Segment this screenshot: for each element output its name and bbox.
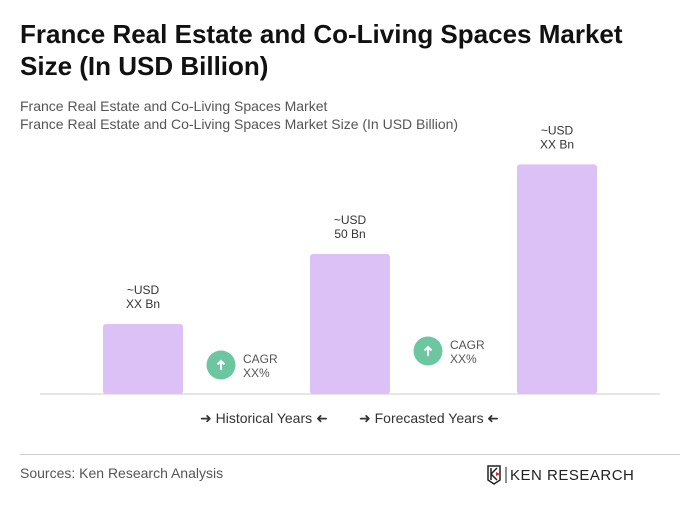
data-label: XX Bn	[540, 137, 574, 151]
legend-historical-label: Historical Years	[215, 410, 313, 426]
svg-text:KEN RESEARCH: KEN RESEARCH	[510, 467, 634, 484]
sources: Sources: Ken Research Analysis	[20, 465, 224, 481]
bar	[103, 324, 183, 394]
bar	[517, 164, 597, 394]
data-label: 50 Bn	[334, 227, 365, 241]
data-label: ~USD	[127, 283, 160, 297]
cagr-value: XX%	[450, 352, 477, 366]
data-label: XX Bn	[126, 297, 160, 311]
data-label: ~USD	[541, 123, 574, 137]
legend-forecasted: ➜ Forecasted Years ➜	[359, 410, 500, 426]
legend-forecasted-label: Forecasted Years	[374, 410, 484, 426]
subtitle-1: France Real Estate and Co-Living Spaces …	[20, 98, 328, 114]
subtitle-2: France Real Estate and Co-Living Spaces …	[20, 116, 459, 132]
data-label: ~USD	[334, 213, 367, 227]
legend-historical: ➜ Historical Years ➜	[200, 410, 328, 426]
footer-divider	[20, 454, 680, 455]
cagr-label: CAGR	[243, 352, 278, 366]
ken-research-logo: KEN RESEARCH	[487, 465, 634, 485]
chart-title: France Real Estate and Co-Living Spaces …	[20, 19, 623, 81]
cagr-label: CAGR	[450, 338, 485, 352]
bar	[310, 254, 390, 394]
cagr-value: XX%	[243, 366, 270, 380]
